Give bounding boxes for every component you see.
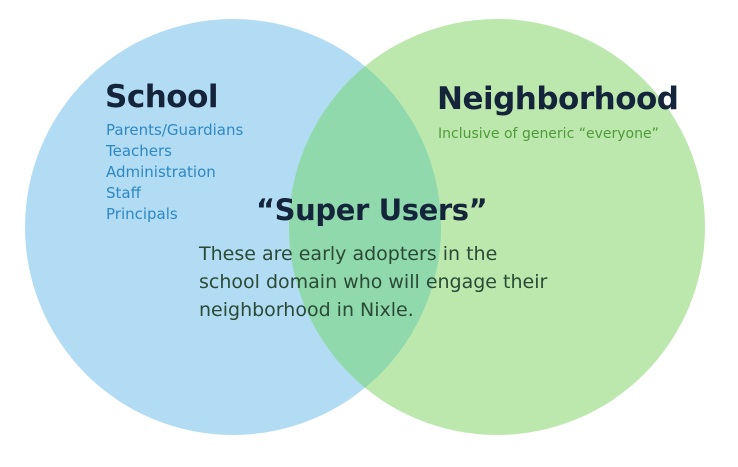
school-member-list: Parents/Guardians Teachers Administratio… (106, 120, 243, 225)
overlap-region (289, 19, 441, 435)
school-item-teachers: Teachers (106, 142, 172, 160)
super-users-description-line: school domain who will engage their (199, 271, 548, 293)
school-title: School (105, 79, 219, 115)
neighborhood-title: Neighborhood (437, 81, 679, 117)
school-item-administration: Administration (106, 163, 216, 181)
school-item-parents-guardians: Parents/Guardians (106, 121, 244, 139)
neighborhood-subtitle: Inclusive of generic “everyone” (438, 126, 659, 142)
super-users-description-line: neighborhood in Nixle. (199, 299, 414, 321)
super-users-description-line: These are early adopters in the (199, 243, 498, 265)
super-users-title: “Super Users” (256, 193, 488, 227)
school-item-principals: Principals (106, 205, 178, 223)
school-item-staff: Staff (106, 184, 141, 202)
super-users-description: These are early adopters in the school d… (199, 240, 619, 324)
